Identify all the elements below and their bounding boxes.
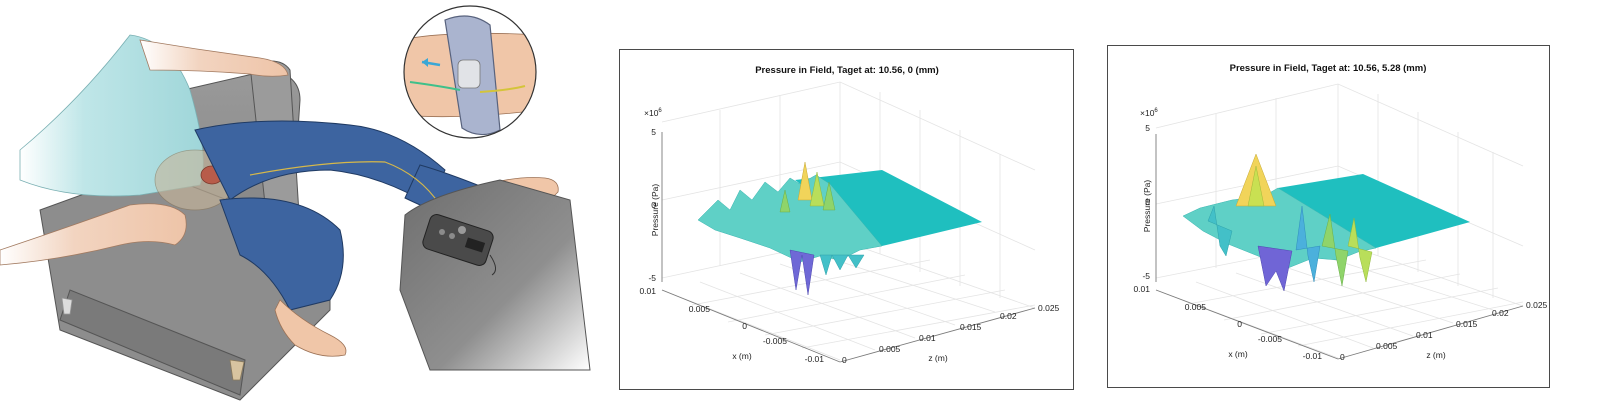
y-tick: 0.015 [960,322,982,332]
inset-border [403,5,537,139]
x-tick: -0.01 [805,354,825,364]
x-tick: 0 [742,321,747,331]
surface-plot-2: Pressure in Field, Taget at: 10.56, 5.28… [1133,63,1548,362]
x-tick: 0.005 [1185,302,1207,312]
x-tick: -0.005 [763,336,787,346]
y-tick: 0.015 [1456,319,1478,329]
y-axis-label: z (m) [928,353,948,363]
pressure-plot-panel-2: Pressure in Field, Taget at: 10.56, 5.28… [1107,45,1550,388]
x-tick: 0.005 [689,304,711,314]
y-tick: 0.005 [1376,341,1398,351]
pressure-surface [1182,153,1377,292]
y-tick: 0 [1340,352,1345,362]
patient-illustration-svg [0,5,591,401]
z-tick: -5 [648,273,656,283]
axes [661,132,1036,363]
x-tick: -0.005 [1258,334,1282,344]
x-tick: 0 [1237,319,1242,329]
pressure-plot-panel-1: Pressure in Field, Taget at: 10.56, 0 (m… [619,49,1074,390]
pressure-surface [697,161,883,296]
jeans-upper-leg [194,120,446,206]
y-tick: 0 [842,355,847,365]
x-tick: 0.01 [639,286,656,296]
z-tick: 0 [1145,197,1150,207]
z-tick: 5 [1145,123,1150,133]
flat-pressure-surface [1278,174,1470,248]
jeans-other-leg [219,197,344,311]
x-tick: 0.01 [1133,284,1150,294]
x-axis-label: x (m) [732,351,752,361]
ankle-inset [404,6,536,138]
y-tick: 0.01 [919,333,936,343]
z-exponent: ×106 [1140,108,1158,118]
y-tick: 0.02 [1492,308,1509,318]
plot-title: Pressure in Field, Taget at: 10.56, 0 (m… [755,65,939,76]
flat-pressure-surface [795,170,982,246]
arm-left [0,203,187,266]
shirt [19,34,204,197]
z-tick: 0 [651,200,656,210]
surface-plot-1: Pressure in Field, Taget at: 10.56, 0 (m… [639,65,1060,365]
y-tick: 0.01 [1416,330,1433,340]
z-tick: -5 [1142,271,1150,281]
control-device [422,214,496,276]
arm-right [139,39,289,77]
axes [1155,134,1524,360]
ottoman [399,179,591,371]
y-tick: 0.02 [1000,311,1017,321]
plot-title: Pressure in Field, Taget at: 10.56, 5.28… [1230,63,1427,74]
z-axis-label: Pressure (Pa) [1142,180,1152,233]
z-axis-label: Pressure (Pa) [650,184,660,237]
medical-illustration [0,0,600,410]
z-tick: 5 [651,127,656,137]
floor-foot [274,299,347,357]
z-exponent: ×106 [644,108,662,118]
chair-leg [229,359,245,381]
x-axis-label: x (m) [1228,349,1248,359]
y-tick: 0.025 [1038,303,1060,313]
y-tick: 0.025 [1526,300,1548,310]
x-tick: -0.01 [1303,351,1323,361]
grid-lines [1155,83,1524,359]
y-axis-label: z (m) [1426,350,1446,360]
y-tick: 0.005 [879,344,901,354]
